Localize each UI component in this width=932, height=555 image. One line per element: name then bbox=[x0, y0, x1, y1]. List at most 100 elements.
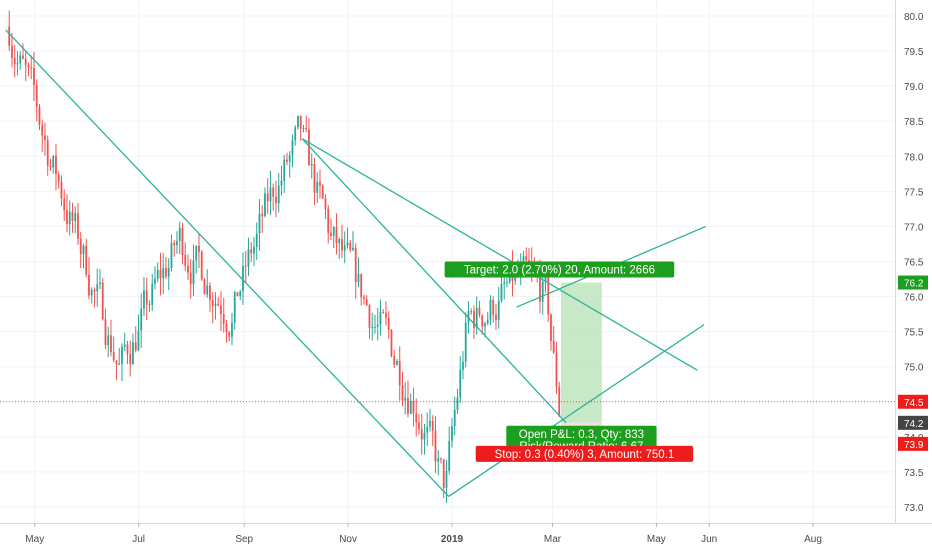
price-badge[interactable]: 74.5 bbox=[898, 394, 928, 409]
candle-down bbox=[159, 269, 162, 279]
candle-down bbox=[341, 239, 343, 251]
candle-up bbox=[82, 245, 85, 255]
candle-down bbox=[558, 386, 561, 416]
candle-down bbox=[244, 265, 247, 267]
candle-up bbox=[429, 420, 431, 427]
candle-down bbox=[49, 165, 52, 168]
candle-up bbox=[409, 400, 412, 414]
candle-down bbox=[228, 332, 231, 337]
candle-down bbox=[46, 140, 49, 166]
candle-up bbox=[453, 409, 456, 427]
candle-up bbox=[374, 326, 376, 328]
candle-down bbox=[385, 312, 387, 318]
candle-up bbox=[357, 274, 360, 283]
candle-down bbox=[145, 290, 148, 305]
price-badge[interactable]: 73.9 bbox=[898, 436, 928, 451]
time-tick-label: Sep bbox=[235, 534, 253, 545]
trendline[interactable] bbox=[448, 324, 705, 497]
candle-down bbox=[187, 265, 189, 273]
candle-up bbox=[206, 285, 209, 295]
candle-up bbox=[253, 247, 255, 254]
candle-down bbox=[126, 344, 129, 355]
price-tick-label: 79.5 bbox=[904, 47, 924, 58]
candle-down bbox=[35, 85, 38, 107]
candle-down bbox=[184, 254, 187, 266]
candle-down bbox=[266, 193, 269, 202]
candle-down bbox=[550, 314, 552, 341]
candle-up bbox=[137, 330, 140, 351]
position-zones bbox=[560, 282, 602, 444]
candle-up bbox=[242, 265, 244, 292]
candle-up bbox=[255, 233, 258, 248]
candle-up bbox=[423, 432, 426, 440]
candle-down bbox=[539, 274, 541, 302]
candle-up bbox=[489, 299, 492, 320]
candle-down bbox=[250, 249, 253, 254]
candle-down bbox=[44, 135, 46, 141]
candle-up bbox=[451, 426, 453, 441]
candle-down bbox=[200, 252, 203, 280]
candle-up bbox=[297, 115, 299, 128]
candle-up bbox=[437, 458, 440, 462]
time-tick-label: May bbox=[647, 534, 666, 545]
time-tick-label: Nov bbox=[339, 534, 357, 545]
candle-down bbox=[387, 317, 390, 331]
candle-down bbox=[222, 314, 225, 324]
price-tick-label: 75.5 bbox=[904, 328, 924, 339]
price-tick-label: 77.0 bbox=[904, 222, 924, 233]
candle-down bbox=[101, 282, 104, 320]
candle-up bbox=[178, 227, 181, 242]
candle-up bbox=[316, 181, 319, 193]
candle-down bbox=[148, 304, 151, 306]
price-badge[interactable]: 74.2 bbox=[898, 415, 928, 430]
candle-down bbox=[71, 211, 74, 221]
price-badge[interactable]: 76.2 bbox=[898, 275, 928, 290]
trendlines[interactable] bbox=[5, 29, 707, 497]
candle-down bbox=[211, 300, 214, 306]
candle-down bbox=[349, 242, 352, 251]
candle-up bbox=[332, 227, 335, 236]
candle-up bbox=[346, 242, 349, 246]
candle-down bbox=[324, 198, 327, 209]
price-badge-label: 74.2 bbox=[904, 419, 924, 430]
candle-up bbox=[475, 307, 478, 328]
time-tick-label: 2019 bbox=[441, 534, 464, 545]
candle-down bbox=[412, 400, 415, 414]
candle-down bbox=[272, 187, 275, 197]
candle-up bbox=[132, 342, 134, 365]
pnl-label-text: Open P&L: 0.3, Qty: 833 bbox=[519, 429, 644, 441]
candle-up bbox=[277, 185, 280, 204]
candle-up bbox=[162, 268, 165, 279]
price-tick-label: 77.5 bbox=[904, 187, 924, 198]
candle-down bbox=[393, 355, 396, 365]
candle-up bbox=[396, 360, 398, 365]
candle-up bbox=[140, 308, 143, 331]
candle-down bbox=[415, 413, 418, 423]
trendline[interactable] bbox=[301, 138, 567, 424]
candle-down bbox=[286, 159, 288, 162]
candle-up bbox=[195, 245, 198, 261]
candle-down bbox=[470, 311, 473, 313]
candle-down bbox=[360, 274, 363, 298]
candle-down bbox=[368, 305, 371, 328]
candle-up bbox=[107, 335, 110, 346]
trendline[interactable] bbox=[5, 29, 450, 497]
trendline[interactable] bbox=[301, 138, 698, 371]
price-tick-label: 78.0 bbox=[904, 152, 924, 163]
target-label: Target: 2.0 (2.70%) 20, Amount: 2666 bbox=[444, 261, 675, 278]
candle-up bbox=[302, 127, 305, 129]
candle-down bbox=[495, 314, 497, 320]
candle-up bbox=[264, 193, 266, 217]
price-badge-label: 74.5 bbox=[904, 398, 924, 409]
candle-down bbox=[63, 198, 66, 211]
candle-up bbox=[118, 363, 121, 365]
candle-up bbox=[123, 344, 126, 347]
candle-up bbox=[294, 127, 297, 141]
candle-down bbox=[382, 312, 385, 314]
price-badge-bg bbox=[898, 415, 928, 430]
candle-up bbox=[192, 260, 195, 285]
candle-down bbox=[319, 181, 321, 186]
